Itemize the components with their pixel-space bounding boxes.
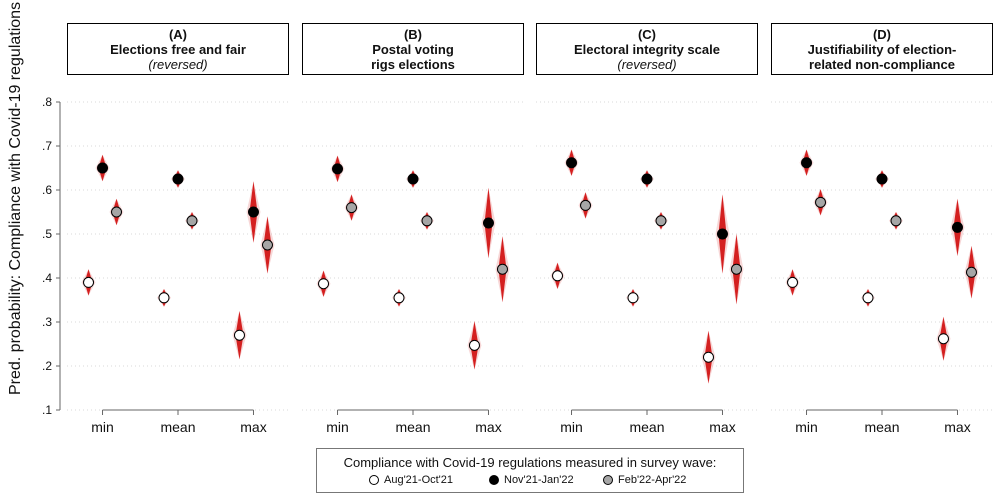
y-tick-label: .2 [42, 359, 52, 373]
data-point [233, 329, 245, 341]
data-point [332, 163, 344, 175]
legend-item-aug-oct: Aug'21-Oct'21 [369, 474, 453, 486]
panel-letter: (A) [168, 26, 188, 42]
x-tick-label: max [944, 419, 970, 435]
data-point [627, 292, 639, 304]
legend-item-feb-apr: Feb'22-Apr'22 [603, 474, 686, 486]
data-point [552, 270, 564, 282]
panel-title-a: (A) Elections free and fair (reversed) [67, 23, 289, 75]
legend-title: Compliance with Covid-19 regulations mea… [343, 455, 717, 470]
x-tick-label: min [326, 419, 349, 435]
data-point [496, 263, 508, 275]
panel-title-b: (B) Postal voting rigs elections [302, 23, 524, 75]
legend-item-nov-jan: Nov'21-Jan'22 [489, 474, 574, 486]
legend-marker [489, 475, 499, 485]
legend: Compliance with Covid-19 regulations mea… [316, 448, 744, 493]
data-point [482, 217, 494, 229]
data-point [801, 157, 813, 169]
data-point [702, 351, 714, 363]
data-point [815, 196, 827, 208]
x-tick-label: max [240, 419, 266, 435]
x-tick-label: mean [395, 419, 430, 435]
data-point [186, 215, 198, 227]
legend-marker [369, 475, 379, 485]
data-point [468, 339, 480, 351]
data-point [730, 263, 742, 275]
data-point [247, 206, 259, 218]
panel-letter: (D) [872, 26, 892, 42]
panel-line2: related non-compliance [809, 56, 955, 72]
y-tick-label: .7 [42, 139, 52, 153]
data-point [862, 292, 874, 304]
data-point [346, 202, 358, 214]
x-tick-label: max [475, 419, 501, 435]
data-point [407, 173, 419, 185]
data-point [83, 276, 95, 288]
panel-line1: Justifiability of election- [807, 41, 957, 57]
data-point [965, 266, 977, 278]
panel-letter: (C) [637, 26, 657, 42]
x-tick-label: min [91, 419, 114, 435]
x-tick-label: mean [160, 419, 195, 435]
data-point [172, 173, 184, 185]
panel-title-d: (D) Justifiability of election- related … [771, 23, 993, 75]
data-point [566, 157, 578, 169]
legend-label: Nov'21-Jan'22 [504, 474, 574, 486]
legend-marker [603, 475, 613, 485]
x-tick-label: min [560, 419, 583, 435]
panel-line2: (reversed) [148, 56, 208, 72]
data-point [641, 173, 653, 185]
panel-line1: Electoral integrity scale [574, 41, 720, 57]
y-tick-label: .6 [42, 183, 52, 197]
legend-label: Feb'22-Apr'22 [618, 474, 687, 486]
panel-title-c: (C) Electoral integrity scale (reversed) [536, 23, 758, 75]
panel-line2: rigs elections [371, 56, 455, 72]
panel-line1: Elections free and fair [110, 41, 246, 57]
data-point [937, 333, 949, 345]
y-tick-label: .1 [42, 403, 52, 417]
data-point [111, 206, 123, 218]
y-tick-label: .3 [42, 315, 52, 329]
data-point [421, 215, 433, 227]
data-point [716, 228, 728, 240]
y-tick-label: .5 [42, 227, 52, 241]
legend-label: Aug'21-Oct'21 [384, 474, 454, 486]
data-point [787, 276, 799, 288]
panel-line1: Postal voting [372, 41, 454, 57]
y-tick-label: .8 [42, 95, 52, 109]
data-point [97, 162, 109, 174]
data-point [655, 215, 667, 227]
data-point [158, 292, 170, 304]
data-point [876, 173, 888, 185]
data-point [951, 221, 963, 233]
panel-line2: (reversed) [617, 56, 677, 72]
data-point [890, 215, 902, 227]
data-point [261, 239, 273, 251]
data-point [580, 199, 592, 211]
x-tick-label: mean [864, 419, 899, 435]
x-tick-label: mean [629, 419, 664, 435]
x-tick-label: min [795, 419, 818, 435]
y-tick-label: .4 [42, 271, 52, 285]
x-tick-label: max [709, 419, 735, 435]
data-point [393, 292, 405, 304]
data-point [318, 278, 330, 290]
panel-letter: (B) [403, 26, 423, 42]
